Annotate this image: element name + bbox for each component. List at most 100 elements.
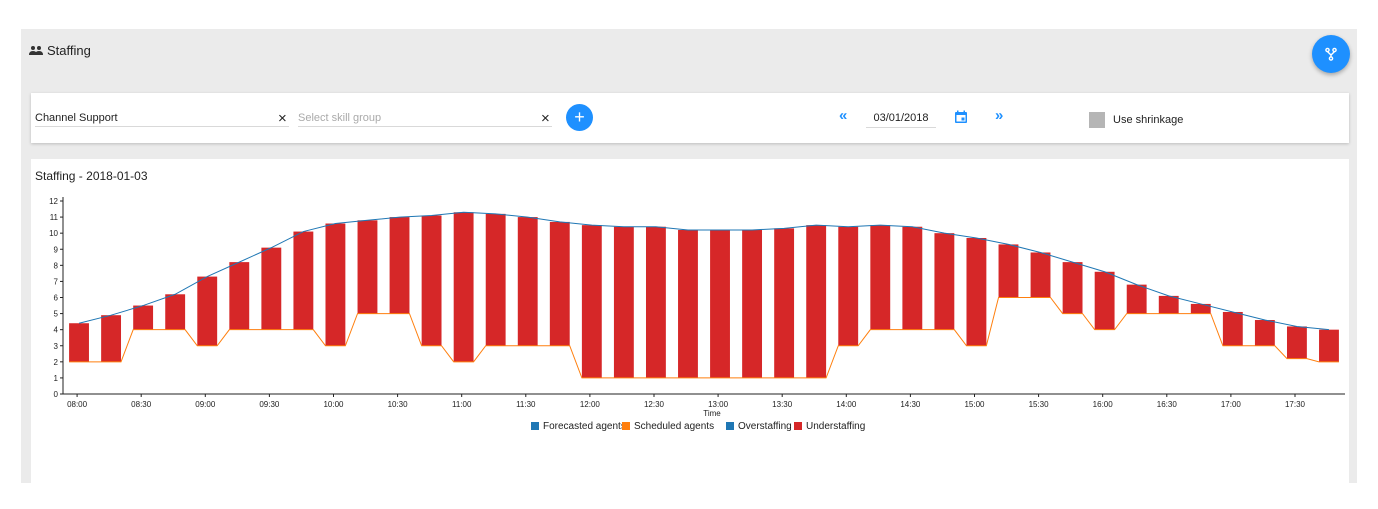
- understaffing-bar: [261, 247, 282, 330]
- scheduled-agents-line: [69, 297, 1339, 379]
- legend-swatch: [531, 422, 539, 430]
- understaffing-bar: [165, 294, 186, 330]
- x-tick-label: 12:30: [644, 400, 665, 409]
- legend-label: Scheduled agents: [634, 421, 714, 432]
- y-tick-label: 8: [54, 261, 59, 270]
- understaffing-bar: [838, 226, 859, 346]
- x-tick-label: 16:00: [1093, 400, 1114, 409]
- understaffing-bar: [998, 244, 1019, 298]
- fork-icon: [1325, 47, 1337, 61]
- x-tick-label: 15:30: [1029, 400, 1050, 409]
- calendar-icon[interactable]: [954, 110, 968, 124]
- understaffing-bar: [325, 223, 346, 346]
- use-shrinkage-checkbox[interactable]: [1089, 112, 1105, 128]
- understaffing-bar: [934, 233, 955, 330]
- x-tick-label: 13:00: [708, 400, 729, 409]
- understaffing-bar: [1158, 295, 1179, 314]
- page-header: Staffing: [21, 29, 1357, 77]
- clear-channel-icon[interactable]: ×: [278, 110, 287, 127]
- understaffing-bar: [389, 217, 410, 314]
- add-skill-group-button[interactable]: +: [566, 104, 593, 131]
- use-shrinkage-label: Use shrinkage: [1113, 114, 1184, 126]
- y-tick-label: 11: [50, 213, 59, 222]
- understaffing-bar: [517, 217, 538, 346]
- chart-title: Staffing - 2018-01-03: [35, 169, 148, 183]
- understaffing-bar: [1286, 326, 1307, 359]
- x-tick-label: 09:30: [259, 400, 280, 409]
- understaffing-bar: [902, 226, 923, 330]
- understaffing-bar: [357, 220, 378, 314]
- y-tick-label: 0: [54, 390, 59, 399]
- y-tick-label: 6: [54, 294, 59, 303]
- fork-action-button[interactable]: [1312, 35, 1350, 73]
- next-date-button[interactable]: »: [995, 107, 1004, 124]
- legend-label: Understaffing: [806, 421, 865, 432]
- date-input[interactable]: 03/01/2018: [866, 111, 936, 128]
- y-tick-label: 9: [54, 245, 59, 254]
- filter-bar: Channel Support × Select skill group × +…: [31, 93, 1349, 143]
- page-title: Staffing: [47, 43, 91, 58]
- understaffing-bar: [1094, 271, 1115, 330]
- x-tick-label: 08:30: [131, 400, 152, 409]
- understaffing-bar: [549, 221, 570, 346]
- understaffing-bar: [421, 215, 442, 346]
- understaffing-bar: [1126, 284, 1147, 314]
- x-tick-label: 10:00: [323, 400, 344, 409]
- understaffing-bar: [966, 237, 987, 346]
- y-tick-label: 2: [54, 358, 59, 367]
- understaffing-bar: [613, 226, 634, 378]
- x-tick-label: 08:00: [67, 400, 88, 409]
- understaffing-bar: [870, 225, 891, 330]
- legend-swatch: [622, 422, 630, 430]
- understaffing-bar: [678, 229, 698, 378]
- x-tick-label: 11:30: [516, 400, 536, 409]
- x-axis-label: Time: [703, 409, 721, 418]
- understaffing-bar: [774, 228, 795, 378]
- y-tick-label: 12: [49, 197, 58, 206]
- skill-group-select[interactable]: Select skill group: [298, 110, 552, 127]
- understaffing-bar: [197, 276, 218, 346]
- understaffing-bar: [453, 212, 474, 362]
- y-tick-label: 4: [54, 326, 59, 335]
- understaffing-bar: [645, 226, 666, 378]
- y-tick-label: 7: [54, 277, 59, 286]
- legend-label: Overstaffing: [738, 421, 792, 432]
- legend-swatch: [726, 422, 734, 430]
- understaffing-bar: [293, 231, 314, 330]
- understaffing-bar: [1190, 303, 1211, 314]
- understaffing-bar: [101, 315, 122, 362]
- channel-select[interactable]: Channel Support: [35, 110, 289, 127]
- clear-skill-group-icon[interactable]: ×: [541, 110, 550, 127]
- understaffing-bar: [485, 213, 506, 346]
- x-tick-label: 17:00: [1221, 400, 1242, 409]
- y-tick-label: 1: [54, 374, 59, 383]
- x-tick-label: 14:30: [900, 400, 921, 409]
- x-tick-label: 13:30: [772, 400, 793, 409]
- x-tick-label: 11:00: [452, 400, 472, 409]
- understaffing-bar: [229, 262, 250, 330]
- staffing-chart-card: Staffing - 2018-01-03 0 1 2 3 4 5 6 7 8 9 10 11 12 08…: [31, 159, 1349, 483]
- legend-swatch: [794, 422, 802, 430]
- understaffing-bar: [133, 305, 154, 330]
- understaffing-bar: [710, 229, 730, 378]
- understaffing-bar: [69, 323, 89, 362]
- staffing-app: Staffing Channel Support × Select skill …: [21, 29, 1357, 483]
- prev-date-button[interactable]: «: [839, 107, 848, 124]
- x-tick-label: 15:00: [964, 400, 985, 409]
- forecasted-agents-line: [78, 211, 1330, 331]
- x-tick-label: 12:00: [580, 400, 601, 409]
- understaffing-bar: [1030, 252, 1051, 298]
- y-tick-label: 3: [54, 342, 59, 351]
- x-tick-label: 09:00: [195, 400, 216, 409]
- x-tick-label: 14:00: [836, 400, 857, 409]
- people-icon: [29, 45, 43, 55]
- y-tick-label: 5: [54, 310, 59, 319]
- legend-label: Forecasted agents: [543, 421, 626, 432]
- understaffing-bar: [1062, 262, 1083, 314]
- x-tick-label: 17:30: [1285, 400, 1306, 409]
- understaffing-bar: [806, 225, 827, 378]
- x-tick-label: 10:30: [388, 400, 409, 409]
- x-tick-label: 16:30: [1157, 400, 1178, 409]
- y-tick-label: 10: [49, 229, 58, 238]
